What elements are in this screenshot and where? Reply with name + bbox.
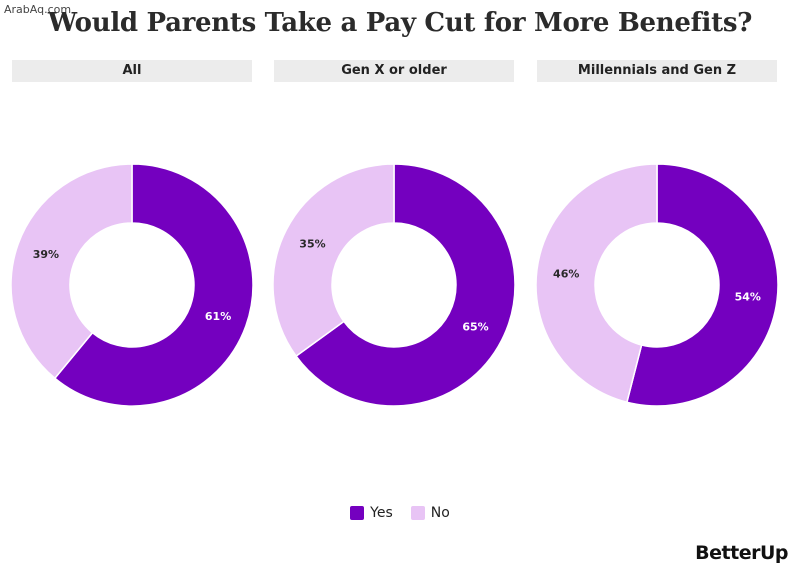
legend-label-yes: Yes bbox=[370, 505, 393, 521]
slice-gen-x-or-older-yes bbox=[295, 163, 516, 407]
slice-millennials-and-gen-z-yes bbox=[625, 163, 779, 407]
legend-item-no: No bbox=[410, 505, 450, 521]
label-all-yes: 61% bbox=[205, 310, 231, 323]
legend-swatch-no bbox=[410, 506, 425, 520]
legend: Yes No bbox=[0, 505, 800, 521]
slice-all-yes bbox=[53, 163, 254, 407]
label-gen-x-or-older-no: 35% bbox=[299, 237, 325, 250]
slice-gen-x-or-older-no bbox=[272, 163, 395, 358]
legend-label-no: No bbox=[430, 505, 450, 521]
slice-all-no bbox=[10, 163, 133, 380]
panel-header-millennials: Millennials and Gen Z bbox=[537, 60, 777, 82]
legend-item-yes: Yes bbox=[350, 505, 393, 521]
label-all-no: 39% bbox=[33, 248, 59, 261]
chart-title: Would Parents Take a Pay Cut for More Be… bbox=[47, 8, 753, 38]
legend-swatch-yes bbox=[350, 506, 365, 520]
panel-header-genx: Gen X or older bbox=[274, 60, 514, 82]
label-millennials-and-gen-z-no: 46% bbox=[553, 268, 579, 281]
slice-millennials-and-gen-z-no bbox=[535, 163, 658, 404]
label-gen-x-or-older-yes: 65% bbox=[462, 321, 488, 334]
panel-header-all: All bbox=[12, 60, 252, 82]
watermark: ArabAq.com bbox=[4, 3, 72, 16]
label-millennials-and-gen-z-yes: 54% bbox=[735, 290, 761, 303]
betterup-logo: BetterUp bbox=[695, 542, 788, 564]
